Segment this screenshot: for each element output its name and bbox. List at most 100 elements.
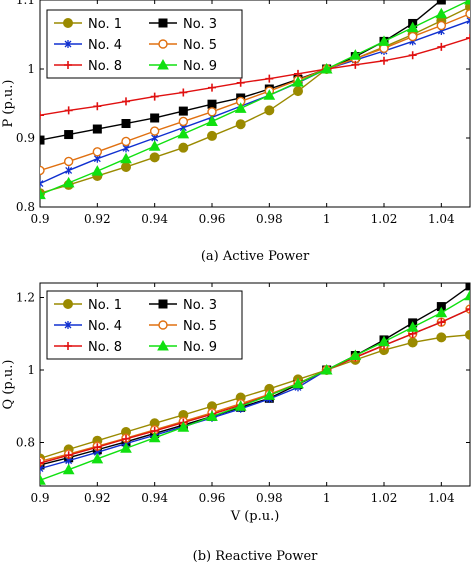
x-tick-label: 0.96 xyxy=(199,212,226,226)
data-point xyxy=(40,464,44,473)
legend-marker xyxy=(64,61,72,69)
legend-label: No. 9 xyxy=(183,59,217,74)
x-tick-label: 0.9 xyxy=(30,491,49,505)
plot-area xyxy=(40,0,470,200)
data-point xyxy=(293,86,303,97)
legend-marker xyxy=(158,39,168,49)
legend-label: No. 1 xyxy=(88,298,122,313)
data-point xyxy=(236,78,245,87)
panel-caption: (a) Active Power xyxy=(201,249,310,264)
legend-entry: No. 1 xyxy=(54,17,122,32)
y-tick-label: 1 xyxy=(27,62,35,76)
data-point xyxy=(406,21,419,33)
data-point xyxy=(178,106,188,116)
legend-marker xyxy=(157,339,169,351)
legend-entry: No. 4 xyxy=(54,38,122,53)
panel-caption: (b) Reactive Power xyxy=(193,549,319,564)
legend-label: No. 1 xyxy=(88,17,122,32)
data-point xyxy=(234,102,247,113)
legend-marker xyxy=(158,299,168,309)
data-point xyxy=(437,318,446,327)
y-axis-label: P (p.u.) xyxy=(1,80,16,128)
data-point xyxy=(121,161,131,172)
x-tick-label: 1.04 xyxy=(428,212,455,226)
x-tick-label: 0.98 xyxy=(256,212,283,226)
data-point xyxy=(464,0,470,5)
data-point xyxy=(40,179,44,188)
series-line xyxy=(40,20,470,185)
legend-entry: No. 4 xyxy=(54,319,122,334)
data-point xyxy=(120,152,132,164)
data-point xyxy=(292,76,304,87)
legend-entry: No. 8 xyxy=(54,59,122,74)
legend-marker xyxy=(158,320,168,330)
series-no-5 xyxy=(40,9,470,176)
legend-entry: No. 5 xyxy=(149,319,217,334)
series-line xyxy=(40,295,470,481)
data-point xyxy=(64,451,73,460)
data-point xyxy=(40,165,45,176)
legend-label: No. 4 xyxy=(88,319,122,334)
y-tick-label: 1 xyxy=(27,363,35,377)
data-point xyxy=(178,142,189,153)
data-point xyxy=(91,452,104,464)
data-point xyxy=(349,49,362,60)
x-tick-label: 0.98 xyxy=(256,491,283,505)
data-point xyxy=(91,165,104,176)
data-point xyxy=(92,147,103,157)
legend-marker xyxy=(64,342,72,350)
data-point xyxy=(120,442,132,453)
series-line xyxy=(40,37,470,116)
series-no-9 xyxy=(40,289,470,485)
data-point xyxy=(148,140,161,151)
data-point xyxy=(150,92,159,101)
x-tick-label: 1 xyxy=(323,491,331,505)
active-power-panel: 0.9 0.92 0.94 0.96 0.98 1 1.02 1.040.80.911.1P … xyxy=(1,0,471,264)
data-point xyxy=(264,105,275,116)
data-point xyxy=(234,400,247,411)
data-point xyxy=(320,62,333,74)
data-point xyxy=(265,74,274,83)
legend-marker xyxy=(63,299,73,309)
y-tick-label: 1.1 xyxy=(16,0,35,7)
x-tick-label: 1.02 xyxy=(371,491,398,505)
x-tick-label: 0.92 xyxy=(84,212,111,226)
x-tick-label: 1.02 xyxy=(371,212,398,226)
data-point xyxy=(40,474,46,485)
data-point xyxy=(40,188,46,200)
data-point xyxy=(320,363,333,375)
data-point xyxy=(40,135,45,145)
data-point xyxy=(40,459,44,468)
legend-label: No. 3 xyxy=(183,17,217,32)
data-point xyxy=(435,306,448,318)
data-point xyxy=(349,349,362,360)
legend-entry: No. 5 xyxy=(149,38,217,53)
data-point xyxy=(149,152,160,163)
legend-entry: No. 3 xyxy=(149,298,217,313)
legend-entry: No. 1 xyxy=(54,298,122,313)
data-point xyxy=(465,1,470,12)
data-point xyxy=(177,127,190,139)
y-tick-label: 0.8 xyxy=(16,200,35,214)
legend-entry: No. 9 xyxy=(149,58,217,74)
data-point xyxy=(466,305,470,314)
y-tick-label: 0.8 xyxy=(16,436,35,450)
series-line xyxy=(40,13,470,172)
data-point xyxy=(40,111,44,120)
x-tick-label: 0.94 xyxy=(141,491,168,505)
series-line xyxy=(40,285,470,466)
series-no-9 xyxy=(40,0,470,200)
legend-marker xyxy=(64,40,72,48)
x-tick-label: 1.04 xyxy=(428,491,455,505)
data-point xyxy=(63,156,74,167)
data-point xyxy=(149,126,160,136)
data-point xyxy=(207,130,217,141)
series-line xyxy=(40,0,470,196)
plot-frame xyxy=(39,282,471,487)
x-tick-label: 0.9 xyxy=(30,212,49,226)
y-tick-label: 1.2 xyxy=(16,291,35,305)
data-point xyxy=(465,329,470,340)
data-point xyxy=(206,115,218,126)
data-point xyxy=(435,7,448,19)
